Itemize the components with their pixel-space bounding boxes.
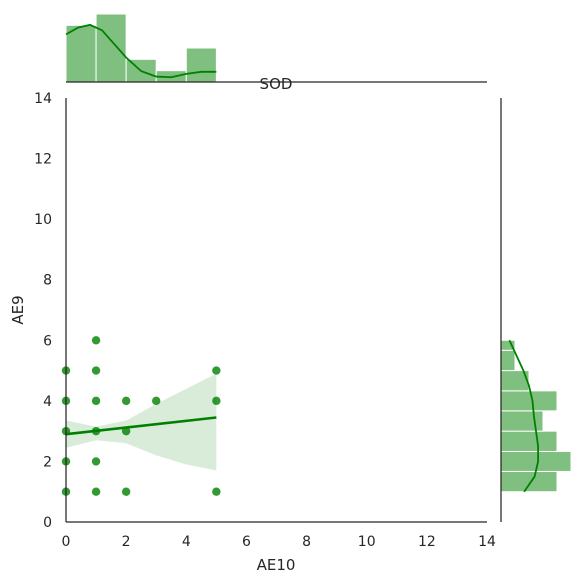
scatter-point <box>152 396 161 406</box>
plot-title: SOD <box>260 75 293 93</box>
regression-layer <box>65 416 217 436</box>
scatter-point <box>121 396 131 406</box>
scatter-point <box>91 487 101 496</box>
y-tick-label: 2 <box>43 454 52 470</box>
scatter-point <box>212 487 221 496</box>
x-marginal-histogram <box>65 13 487 83</box>
y-tick-label: 10 <box>34 212 52 228</box>
y-marginal-histogram <box>500 98 572 522</box>
scatter-point <box>91 366 101 375</box>
x-tick-label: 10 <box>358 534 376 550</box>
x-histogram-bar <box>65 24 97 83</box>
y-histogram-bar <box>500 349 516 372</box>
x-histogram-bar <box>185 47 217 83</box>
x-tick-label: 0 <box>62 534 71 550</box>
y-kde-curve <box>508 339 539 493</box>
y-axis-title: AE9 <box>9 295 27 324</box>
x-tick-label: 14 <box>478 534 496 550</box>
y-tick-label: 0 <box>43 515 52 531</box>
x-kde-curve <box>65 23 217 79</box>
x-tick-label: 12 <box>418 534 436 550</box>
y-histogram-bar <box>500 470 558 493</box>
regression-line <box>65 416 217 436</box>
scatter-point <box>212 396 221 406</box>
scatter-point <box>121 487 131 496</box>
y-histogram-bar <box>500 430 558 452</box>
scatter-point <box>212 366 221 375</box>
y-tick-label: 8 <box>43 273 52 289</box>
scatter-point <box>91 336 101 345</box>
y-histogram-bar <box>500 390 558 412</box>
y-tick-label: 4 <box>43 394 52 410</box>
x-axis-title: AE10 <box>257 556 296 574</box>
confidence-band <box>66 373 217 471</box>
x-tick-label: 8 <box>302 534 311 550</box>
x-tick-label: 2 <box>122 534 131 550</box>
x-tick-label: 6 <box>242 534 251 550</box>
scatter-point <box>91 396 101 406</box>
x-tick-label: 4 <box>182 534 191 550</box>
y-tick-label: 12 <box>34 152 52 168</box>
y-tick-label: 6 <box>43 333 52 349</box>
confidence-band-layer <box>66 373 217 471</box>
y-histogram-bar <box>500 410 544 432</box>
scatter-point <box>91 457 101 466</box>
axes-layer: 0 2 4 6 8 10 12 14 0 2 4 6 8 10 12 14 <box>34 91 496 550</box>
y-tick-label: 14 <box>34 91 52 107</box>
x-histogram-bar <box>95 13 127 83</box>
